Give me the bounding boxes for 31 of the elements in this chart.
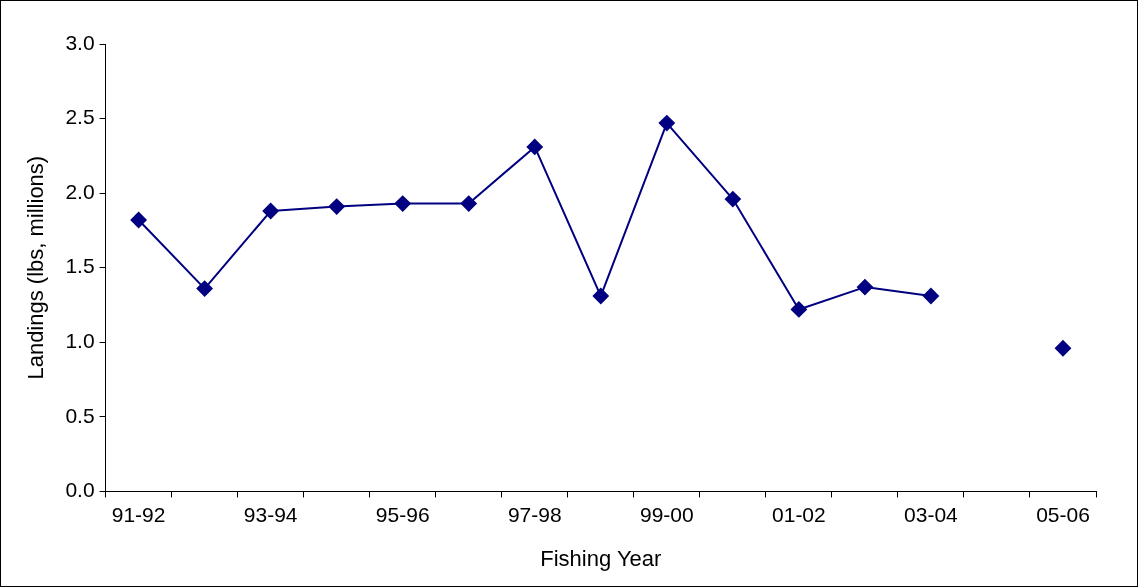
- point: [592, 288, 609, 305]
- point: [460, 195, 477, 212]
- point: [856, 279, 873, 296]
- y-axis-title: Landings (lbs, millions): [23, 155, 49, 380]
- point: [790, 301, 807, 318]
- y-tick-label: 3.0: [65, 30, 95, 54]
- y-tick-label: 1.0: [65, 329, 95, 353]
- point: [394, 195, 411, 212]
- point: [262, 203, 279, 220]
- point: [922, 288, 939, 305]
- x-axis-title: Fishing Year: [540, 545, 662, 571]
- y-tick-label: 1.5: [65, 254, 95, 278]
- point: [658, 115, 675, 132]
- x-tick-label: 99-00: [639, 502, 694, 526]
- x-tick-label: 93-94: [243, 502, 298, 526]
- point: [196, 280, 213, 297]
- x-tick-label: 01-02: [772, 502, 826, 526]
- x-tick-label: 95-96: [375, 502, 430, 526]
- point: [130, 211, 147, 228]
- x-tick-label: 97-98: [507, 502, 562, 526]
- point: [724, 191, 741, 208]
- y-tick-label: 0.0: [65, 478, 95, 502]
- x-tick-label: 05-06: [1036, 502, 1090, 526]
- point: [328, 198, 345, 215]
- point: [1054, 340, 1071, 357]
- y-tick-label: 0.5: [65, 403, 95, 427]
- y-tick-label: 2.5: [65, 105, 95, 129]
- x-tick-label: 91-92: [111, 502, 166, 526]
- y-tick-label: 2.0: [65, 179, 95, 203]
- x-tick-label: 03-04: [904, 502, 959, 526]
- point: [526, 138, 543, 155]
